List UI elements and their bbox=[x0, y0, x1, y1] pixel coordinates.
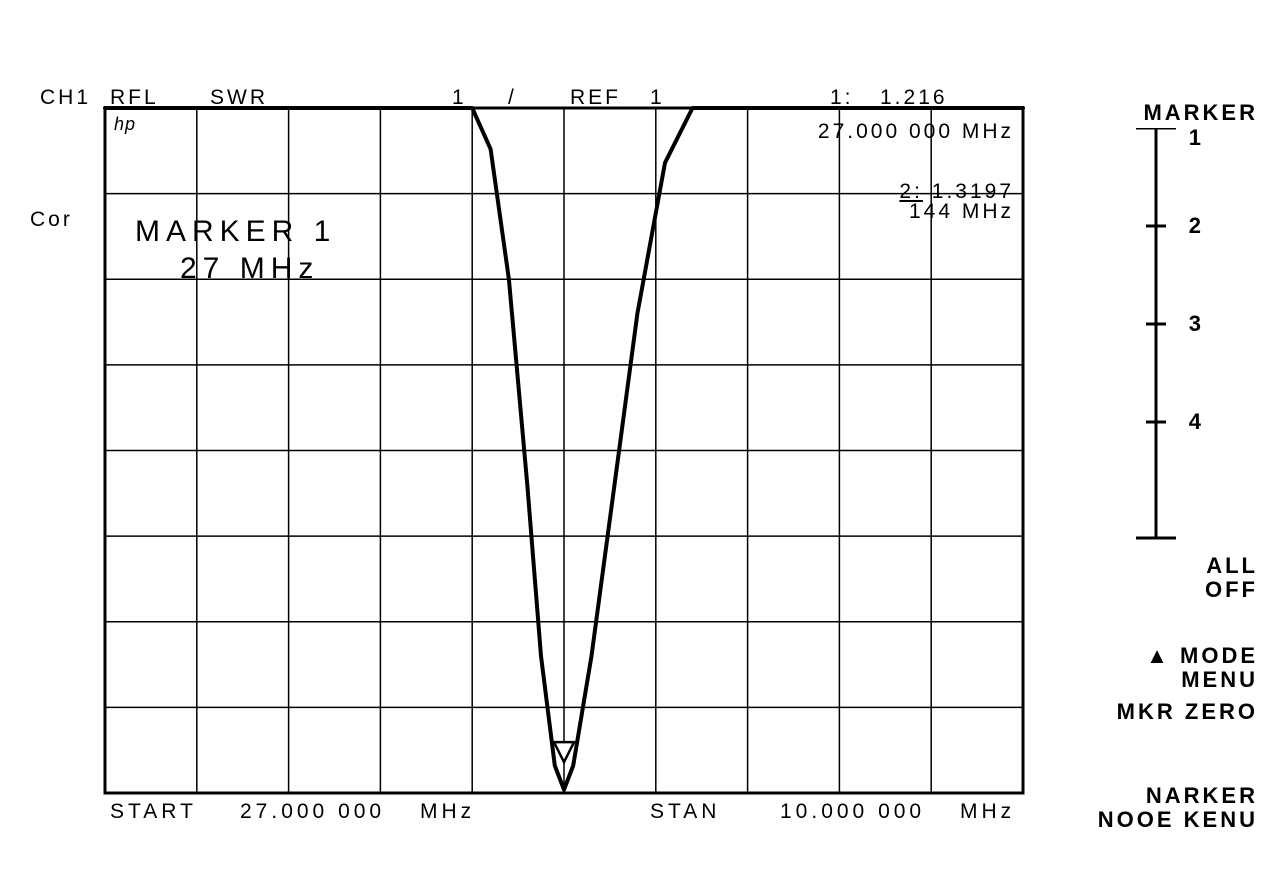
menu-title: MARKER bbox=[1143, 100, 1258, 126]
softkey-narker[interactable]: NARKER bbox=[1146, 784, 1258, 808]
triangle-up-icon: ▲ bbox=[1146, 643, 1171, 668]
softkey-mkr-zero[interactable]: MKR ZERO bbox=[1117, 700, 1258, 724]
marker2-freq-readout: 144 MHz bbox=[909, 200, 1014, 224]
softkey-2[interactable]: 2 bbox=[1189, 214, 1204, 238]
softkey-1[interactable]: 1 bbox=[1189, 126, 1204, 150]
stop-unit: MHz bbox=[960, 800, 1015, 824]
softkey-3[interactable]: 3 bbox=[1189, 312, 1204, 336]
start-unit: MHz bbox=[420, 800, 475, 824]
start-label: START bbox=[110, 800, 197, 824]
marker-freq: 27 MHz bbox=[180, 252, 319, 286]
marker-title: MARKER 1 bbox=[135, 215, 336, 249]
start-value: 27.000 000 bbox=[240, 800, 385, 824]
hp-logo: hp bbox=[114, 114, 136, 135]
softkey-all-off[interactable]: ALL OFF bbox=[1205, 554, 1258, 602]
marker1-freq-readout: 27.000 000 MHz bbox=[818, 120, 1014, 144]
plot-area bbox=[0, 0, 1276, 887]
analyzer-screen: CH1 RFL SWR 1 / REF 1 1: 1.216 Cor hp MA… bbox=[0, 0, 1276, 887]
softkey-4[interactable]: 4 bbox=[1189, 410, 1204, 434]
stop-value: 10.000 000 bbox=[780, 800, 925, 824]
stop-label: STAN bbox=[650, 800, 720, 824]
softkey-scale bbox=[1116, 128, 1176, 568]
softkey-nooe-kenu[interactable]: NOOE KENU bbox=[1098, 808, 1258, 832]
